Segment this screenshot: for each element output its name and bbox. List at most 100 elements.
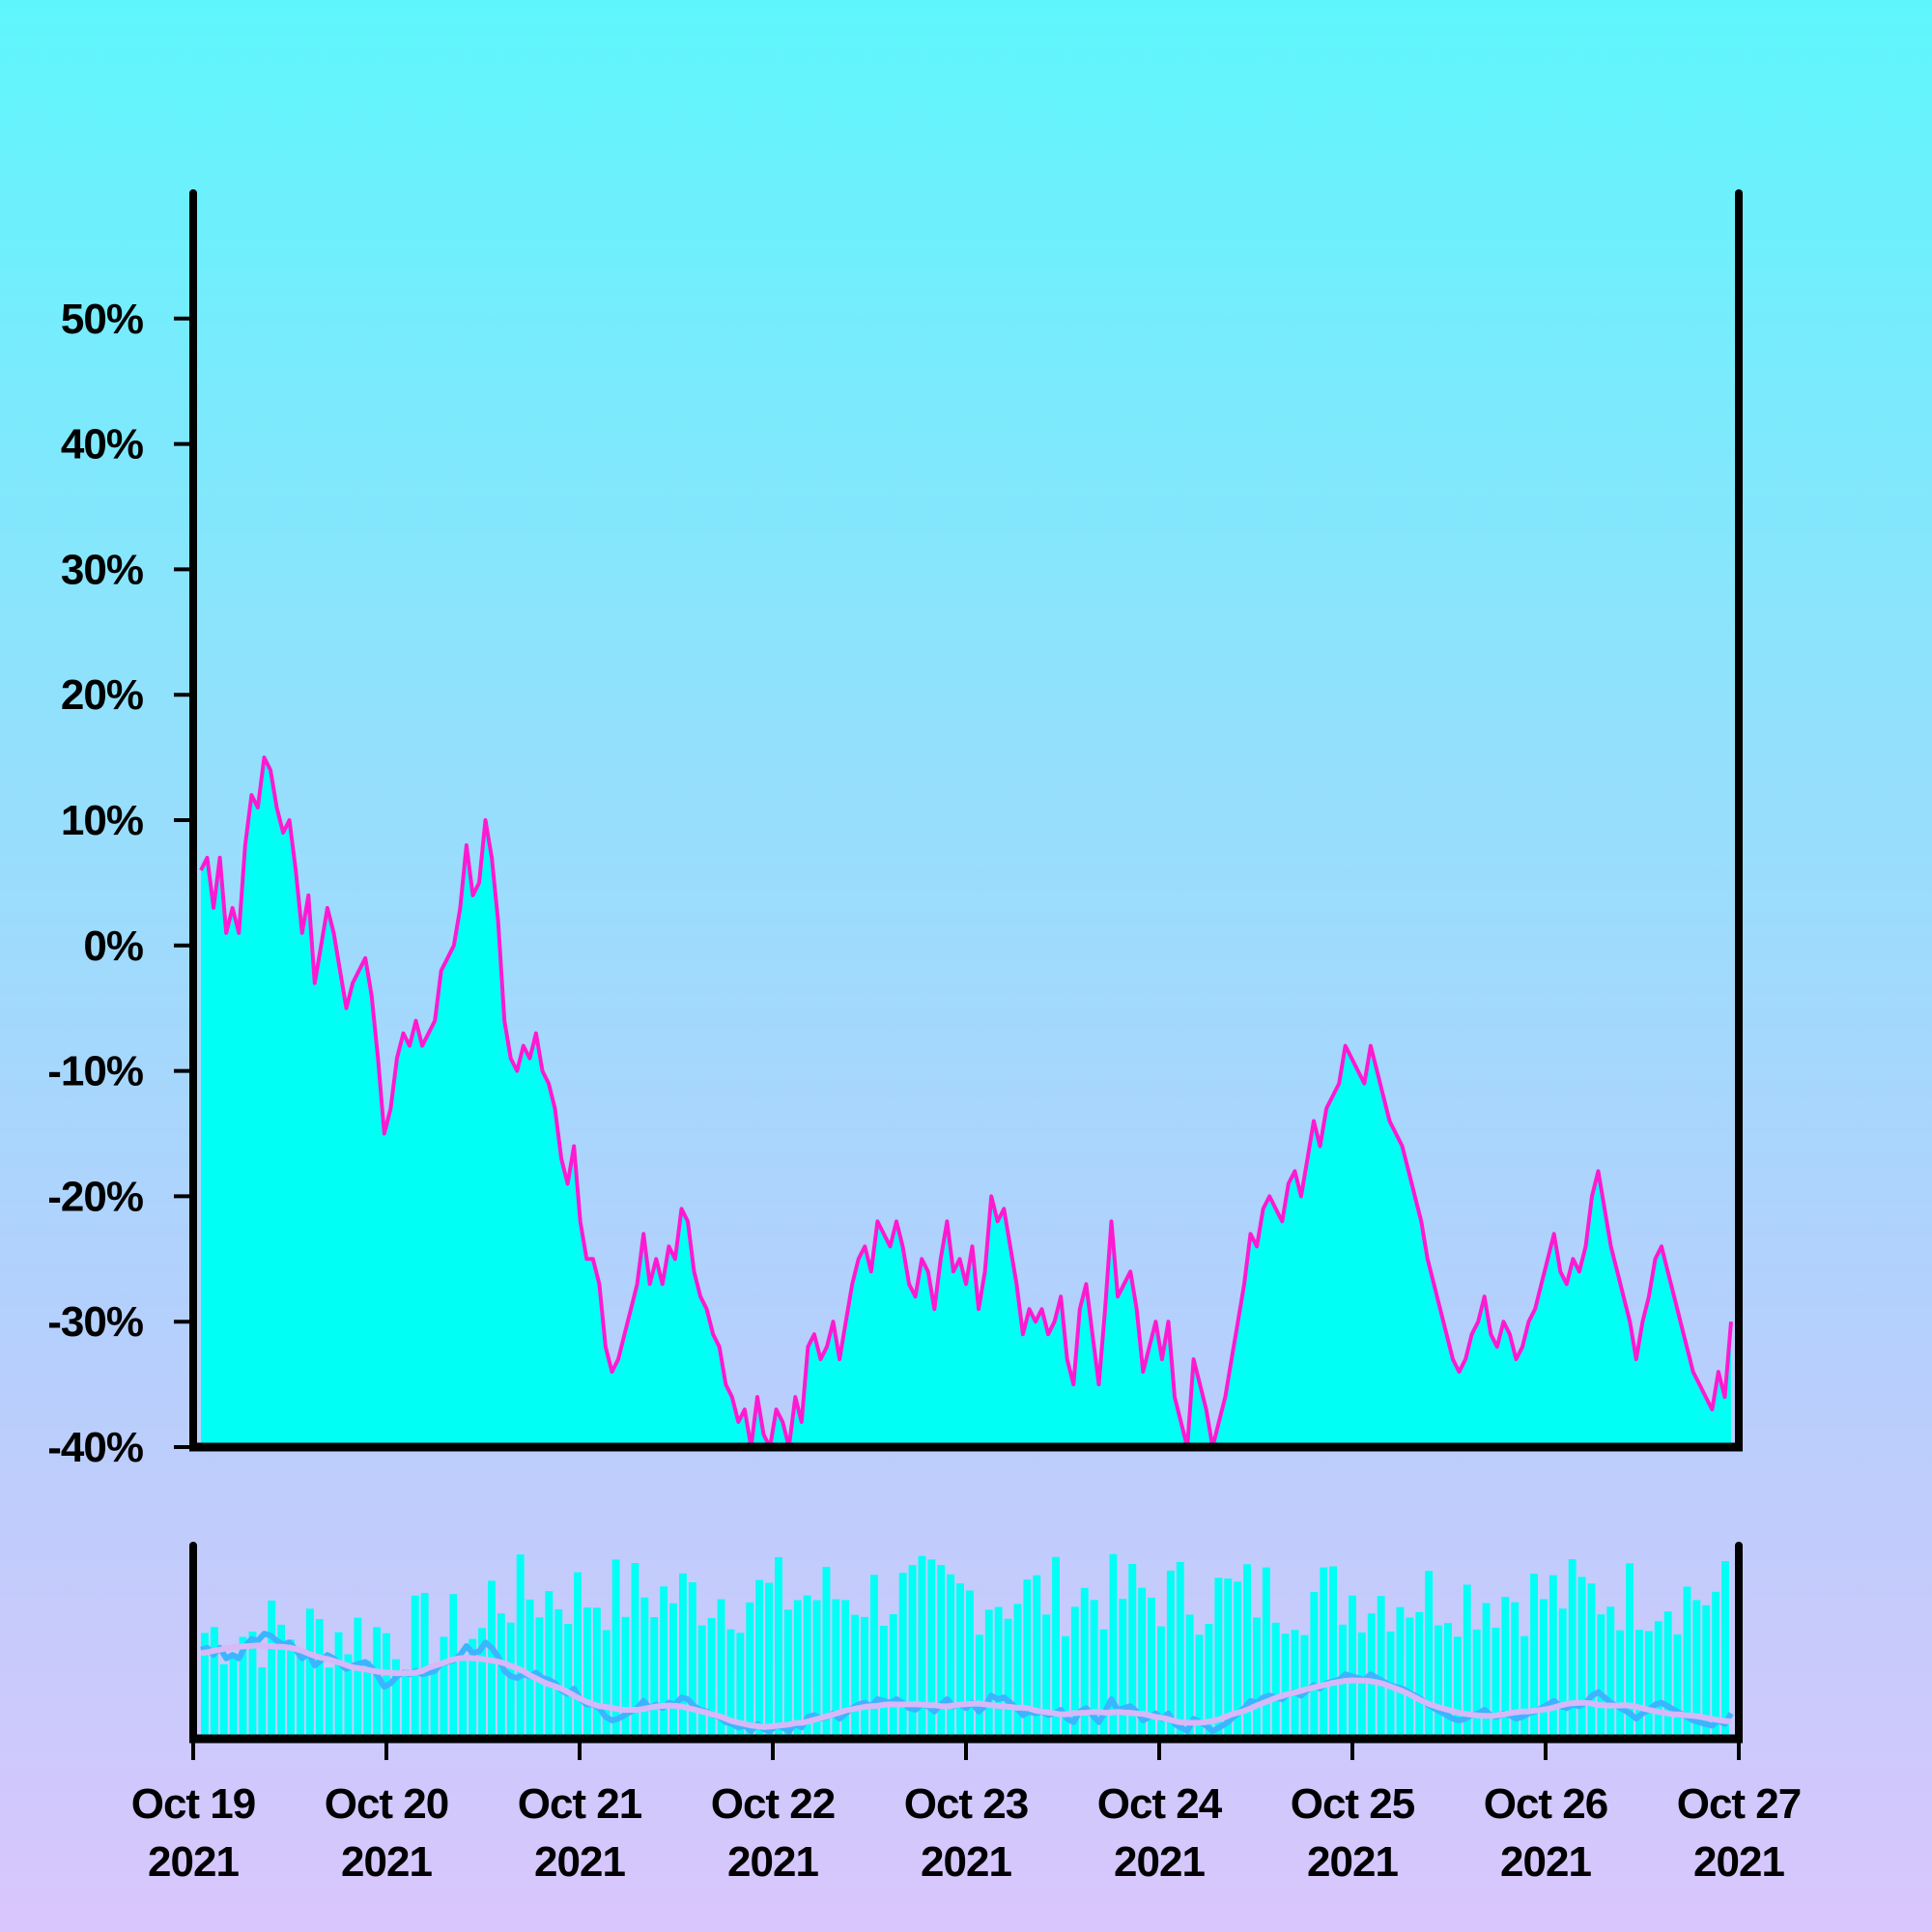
overview-bar <box>1080 1587 1089 1739</box>
overview-bar <box>1548 1575 1557 1739</box>
overview-bar <box>1320 1567 1328 1739</box>
x-tick-label: Oct 25 <box>1291 1780 1415 1828</box>
overview-bar <box>1406 1617 1414 1739</box>
overview-bar <box>1530 1574 1538 1739</box>
overview-bar <box>1663 1611 1672 1739</box>
overview-bar <box>354 1617 362 1739</box>
overview-bar <box>1482 1603 1491 1739</box>
overview-bar <box>1511 1602 1520 1739</box>
x-tick-year: 2021 <box>921 1838 1011 1886</box>
overview-bar <box>1425 1571 1434 1739</box>
overview-bar <box>1052 1556 1060 1739</box>
overview-bar <box>1349 1595 1356 1739</box>
overview-bar <box>1644 1631 1653 1739</box>
overview-bar <box>1138 1587 1147 1739</box>
overview-bar <box>688 1582 696 1739</box>
overview-bar <box>1377 1596 1385 1739</box>
overview-bar <box>1214 1577 1223 1739</box>
overview-bar <box>1013 1604 1022 1739</box>
overview-bar <box>984 1609 993 1739</box>
overview-bar <box>707 1618 716 1739</box>
overview-bar <box>506 1622 515 1739</box>
overview-bar <box>1616 1630 1625 1739</box>
overview-bar <box>908 1565 917 1739</box>
overview-bar <box>1692 1600 1701 1739</box>
overview-bar <box>1166 1570 1175 1739</box>
overview-bar <box>564 1624 573 1739</box>
x-tick-year: 2021 <box>534 1838 625 1886</box>
overview-bar <box>1540 1599 1548 1739</box>
overview-bar <box>697 1625 706 1739</box>
overview-bar <box>459 1658 468 1739</box>
overview-bar <box>268 1600 276 1739</box>
x-tick-year: 2021 <box>1693 1838 1784 1886</box>
overview-bar <box>229 1653 238 1739</box>
overview-bar <box>783 1609 792 1739</box>
overview-bar <box>1195 1634 1204 1739</box>
x-tick-label: Oct 26 <box>1484 1780 1608 1828</box>
overview-smooth-line <box>200 1642 1732 1730</box>
overview-bar <box>947 1574 955 1739</box>
overview-bar <box>1234 1581 1242 1739</box>
overview-bar <box>927 1559 936 1739</box>
overview-bar <box>1597 1614 1605 1739</box>
overview-bar <box>1444 1623 1452 1739</box>
overview-bar <box>1357 1632 1366 1739</box>
x-tick-year: 2021 <box>727 1838 818 1886</box>
overview-bar <box>994 1606 1003 1739</box>
x-tick-year: 2021 <box>148 1838 239 1886</box>
overview-bar <box>841 1600 850 1739</box>
overview-bar <box>1463 1584 1471 1739</box>
overview-bar <box>966 1590 974 1739</box>
overview-bar <box>1626 1563 1634 1739</box>
main-plot <box>199 755 1733 1449</box>
overview-bar <box>583 1607 591 1739</box>
overview-bar <box>832 1599 840 1739</box>
overview-bar <box>1702 1605 1711 1739</box>
overview-bar <box>1712 1591 1720 1739</box>
overview-bar <box>1176 1562 1184 1739</box>
overview-bar <box>1673 1634 1682 1739</box>
series-line <box>199 755 1733 1449</box>
overview-bar <box>611 1559 620 1739</box>
overview-bar <box>621 1616 630 1739</box>
overview-bar <box>1070 1606 1079 1739</box>
overview-bar <box>1262 1567 1270 1739</box>
overview-bar <box>1568 1559 1577 1739</box>
overview-plot <box>200 1553 1734 1739</box>
overview-bar <box>898 1573 907 1739</box>
overview-bar <box>1185 1614 1194 1739</box>
overview-bar <box>401 1669 410 1739</box>
overview-bar <box>1310 1592 1319 1739</box>
overview-bar <box>1558 1608 1567 1739</box>
overview-bar <box>889 1614 897 1739</box>
overview-bar <box>861 1616 868 1739</box>
overview-bar <box>1033 1575 1041 1739</box>
overview-bar <box>239 1636 247 1739</box>
overview-bar <box>1492 1628 1500 1739</box>
overview-bar <box>1587 1583 1596 1739</box>
x-tick-label: Oct 19 <box>131 1780 256 1828</box>
overview-bar <box>363 1661 372 1739</box>
overview-bar <box>449 1594 458 1739</box>
overview-bar <box>1062 1635 1069 1739</box>
y-tick-label: 30% <box>61 546 143 593</box>
overview-bar <box>1435 1625 1442 1739</box>
overview-bar <box>1453 1636 1462 1739</box>
x-tick-year: 2021 <box>1500 1838 1591 1886</box>
overview-bar <box>956 1583 964 1739</box>
series-area <box>201 757 1731 1447</box>
overview-bar <box>812 1600 821 1739</box>
overview-bar <box>1271 1622 1280 1739</box>
overview-bar <box>937 1565 946 1739</box>
overview-bar <box>602 1630 611 1739</box>
y-tick-label: -10% <box>47 1048 143 1095</box>
overview-bar <box>1253 1617 1261 1739</box>
overview-bar <box>1577 1577 1586 1739</box>
overview-bar <box>775 1556 782 1739</box>
overview-bar <box>803 1595 811 1739</box>
overview-bar <box>650 1617 659 1739</box>
overview-bar <box>430 1663 439 1739</box>
overview-bar <box>574 1572 582 1739</box>
